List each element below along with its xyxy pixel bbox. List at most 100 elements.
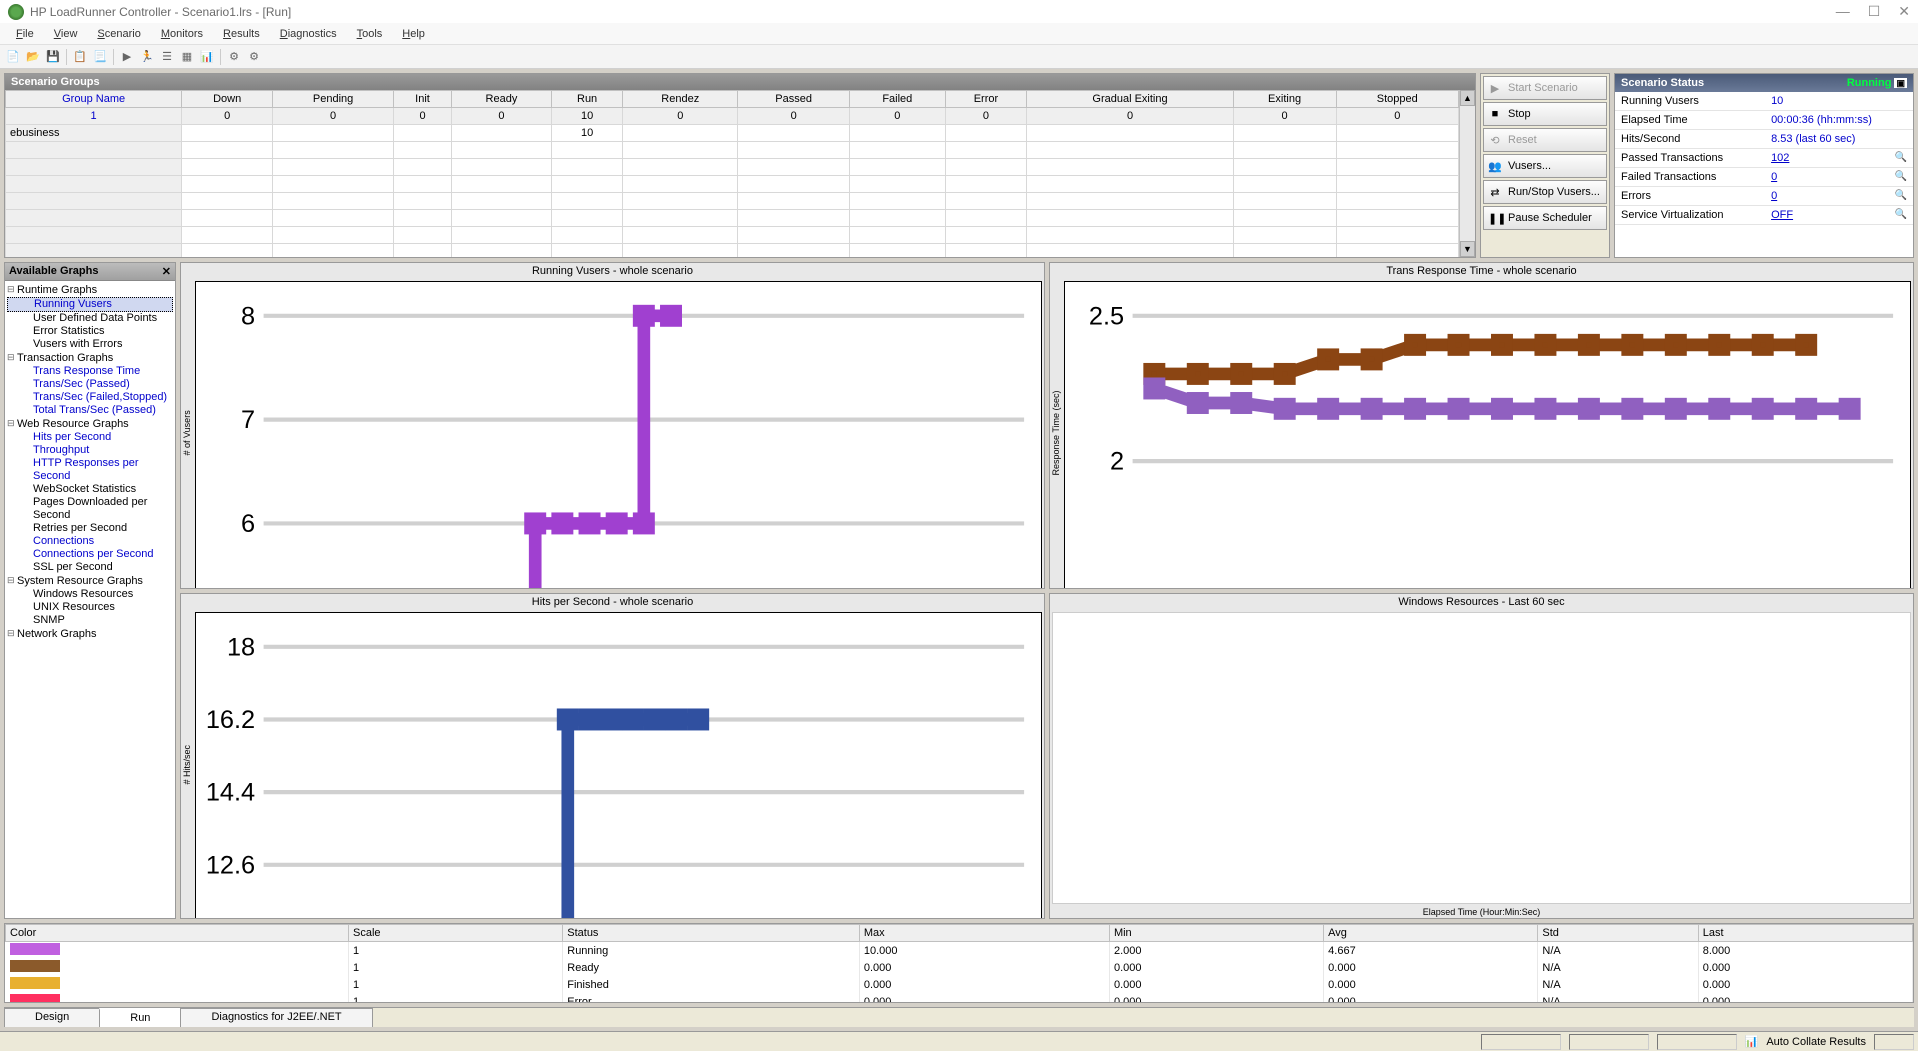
- tree-leaf[interactable]: UNIX Resources: [7, 601, 173, 614]
- tree-leaf[interactable]: Error Statistics: [7, 325, 173, 338]
- tree-leaf[interactable]: Connections per Second: [7, 548, 173, 561]
- new-icon[interactable]: 📄: [4, 48, 22, 66]
- groups-col-header[interactable]: Failed: [850, 91, 945, 108]
- menu-view[interactable]: View: [44, 26, 88, 42]
- menu-diagnostics[interactable]: Diagnostics: [270, 26, 347, 42]
- chart-trans-response[interactable]: Trans Response Time - whole scenario Res…: [1049, 262, 1914, 589]
- tab-diagnostics-for-j-ee-net[interactable]: Diagnostics for J2EE/.NET: [180, 1008, 372, 1027]
- groups-col-header[interactable]: Pending: [273, 91, 394, 108]
- legend-col-header[interactable]: Last: [1698, 925, 1912, 942]
- save-icon[interactable]: 💾: [44, 48, 62, 66]
- magnify-icon[interactable]: 🔍: [1895, 171, 1907, 182]
- magnify-icon[interactable]: 🔍: [1895, 209, 1907, 220]
- menu-file[interactable]: File: [6, 26, 44, 42]
- grid-icon[interactable]: ▦: [178, 48, 196, 66]
- groups-col-header[interactable]: Rendez: [623, 91, 738, 108]
- tree-leaf[interactable]: Hits per Second: [7, 431, 173, 444]
- gear2-icon[interactable]: ⚙: [245, 48, 263, 66]
- tree-leaf[interactable]: Vusers with Errors: [7, 338, 173, 351]
- groups-col-header[interactable]: Group Name: [6, 91, 182, 108]
- minimize-icon[interactable]: —: [1836, 3, 1850, 20]
- vusers-button[interactable]: 👥Vusers...: [1483, 154, 1607, 178]
- scroll-down-icon[interactable]: ▼: [1460, 241, 1475, 257]
- legend-col-header[interactable]: Scale: [349, 925, 563, 942]
- list-icon[interactable]: ☰: [158, 48, 176, 66]
- open-icon[interactable]: 📂: [24, 48, 42, 66]
- runstop-vusers-button[interactable]: ⇄Run/Stop Vusers...: [1483, 180, 1607, 204]
- menu-tools[interactable]: Tools: [347, 26, 393, 42]
- tree-category[interactable]: Web Resource Graphs: [7, 417, 173, 431]
- groups-col-header[interactable]: Run: [551, 91, 622, 108]
- groups-col-header[interactable]: Down: [182, 91, 273, 108]
- tree-leaf[interactable]: SSL per Second: [7, 561, 173, 574]
- groups-col-header[interactable]: Gradual Exiting: [1027, 91, 1233, 108]
- status-value[interactable]: OFF🔍: [1765, 206, 1913, 225]
- groups-col-header[interactable]: Init: [394, 91, 452, 108]
- menu-scenario[interactable]: Scenario: [87, 26, 150, 42]
- tree-category[interactable]: Transaction Graphs: [7, 351, 173, 365]
- report-icon[interactable]: 📊: [198, 48, 216, 66]
- start-scenario-button[interactable]: ▶Start Scenario: [1483, 76, 1607, 100]
- legend-row[interactable]: 1Finished0.0000.0000.000N/A0.000: [6, 976, 1913, 993]
- tree-leaf[interactable]: Trans/Sec (Failed,Stopped): [7, 391, 173, 404]
- tree-leaf[interactable]: SNMP: [7, 614, 173, 627]
- stop-button[interactable]: ■Stop: [1483, 102, 1607, 126]
- tree-leaf[interactable]: Pages Downloaded per Second: [7, 496, 173, 522]
- legend-row[interactable]: 1Ready0.0000.0000.000N/A0.000: [6, 959, 1913, 976]
- tree-leaf[interactable]: Running Vusers: [7, 297, 173, 312]
- groups-col-header[interactable]: Stopped: [1336, 91, 1458, 108]
- run-icon[interactable]: ▶: [118, 48, 136, 66]
- scroll-up-icon[interactable]: ▲: [1460, 90, 1475, 106]
- status-toggle-icon[interactable]: ▣: [1894, 78, 1907, 88]
- magnify-icon[interactable]: 🔍: [1895, 152, 1907, 163]
- legend-col-header[interactable]: Status: [563, 925, 860, 942]
- reset-button[interactable]: ⟲Reset: [1483, 128, 1607, 152]
- tree-leaf[interactable]: WebSocket Statistics: [7, 483, 173, 496]
- tree-body[interactable]: Runtime GraphsRunning VusersUser Defined…: [5, 281, 175, 918]
- groups-col-header[interactable]: Exiting: [1233, 91, 1336, 108]
- groups-col-header[interactable]: Passed: [738, 91, 850, 108]
- tree-close-icon[interactable]: ✕: [162, 265, 171, 278]
- tree-leaf[interactable]: Trans/Sec (Passed): [7, 378, 173, 391]
- tab-design[interactable]: Design: [4, 1008, 100, 1027]
- magnify-icon[interactable]: 🔍: [1895, 190, 1907, 201]
- gear1-icon[interactable]: ⚙: [225, 48, 243, 66]
- menu-monitors[interactable]: Monitors: [151, 26, 213, 42]
- status-value[interactable]: 0🔍: [1765, 187, 1913, 206]
- legend-col-header[interactable]: Avg: [1324, 925, 1538, 942]
- status-value[interactable]: 0🔍: [1765, 168, 1913, 187]
- maximize-icon[interactable]: ☐: [1868, 3, 1881, 20]
- tree-leaf[interactable]: Trans Response Time: [7, 365, 173, 378]
- tree-category[interactable]: Network Graphs: [7, 627, 173, 641]
- groups-col-header[interactable]: Ready: [452, 91, 552, 108]
- menu-results[interactable]: Results: [213, 26, 270, 42]
- tree-leaf[interactable]: User Defined Data Points: [7, 312, 173, 325]
- tree-leaf[interactable]: Connections: [7, 535, 173, 548]
- tree-leaf[interactable]: Throughput: [7, 444, 173, 457]
- legend-row[interactable]: 1Running10.0002.0004.667N/A8.000: [6, 942, 1913, 960]
- doc-icon[interactable]: 📃: [91, 48, 109, 66]
- tree-leaf[interactable]: Windows Resources: [7, 588, 173, 601]
- legend-col-header[interactable]: Color: [6, 925, 349, 942]
- chart-windows-resources[interactable]: Windows Resources - Last 60 sec Elapsed …: [1049, 593, 1914, 920]
- legend-col-header[interactable]: Std: [1538, 925, 1698, 942]
- tree-category[interactable]: System Resource Graphs: [7, 574, 173, 588]
- menu-help[interactable]: Help: [392, 26, 435, 42]
- group-name-cell[interactable]: ebusiness: [6, 125, 182, 142]
- tree-leaf[interactable]: HTTP Responses per Second: [7, 457, 173, 483]
- legend-col-header[interactable]: Min: [1109, 925, 1323, 942]
- tree-leaf[interactable]: Retries per Second: [7, 522, 173, 535]
- tab-run[interactable]: Run: [99, 1008, 181, 1027]
- runner-icon[interactable]: 🏃: [138, 48, 156, 66]
- close-icon[interactable]: ✕: [1898, 3, 1910, 20]
- legend-col-header[interactable]: Max: [859, 925, 1109, 942]
- chart-running-vusers[interactable]: Running Vusers - whole scenario # of Vus…: [180, 262, 1045, 589]
- status-value[interactable]: 102🔍: [1765, 149, 1913, 168]
- tree-category[interactable]: Runtime Graphs: [7, 283, 173, 297]
- tree-leaf[interactable]: Total Trans/Sec (Passed): [7, 404, 173, 417]
- groups-col-header[interactable]: Error: [945, 91, 1027, 108]
- legend-row[interactable]: 1Error0.0000.0000.000N/A0.000: [6, 993, 1913, 1003]
- pause-scheduler-button[interactable]: ❚❚Pause Scheduler: [1483, 206, 1607, 230]
- chart-hits-per-second[interactable]: Hits per Second - whole scenario # Hits/…: [180, 593, 1045, 920]
- paste-icon[interactable]: 📋: [71, 48, 89, 66]
